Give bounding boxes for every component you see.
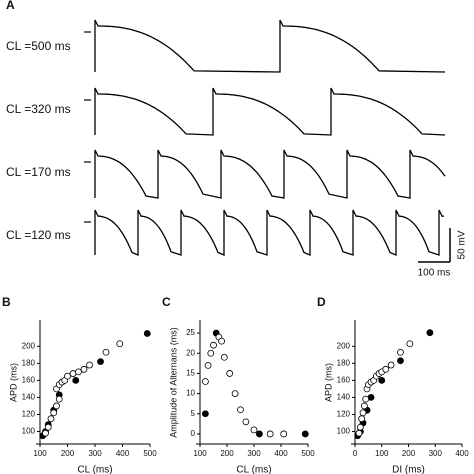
point	[220, 353, 228, 361]
panel-label: A	[6, 0, 15, 12]
x-axis-label: CL (ms)	[77, 465, 112, 474]
y-tick-label: 140	[337, 393, 351, 402]
trace	[94, 19, 446, 73]
y-tick-label: 140	[22, 393, 36, 402]
panel-label: D	[317, 295, 326, 309]
panel-label: B	[2, 295, 11, 309]
point	[397, 348, 404, 356]
point	[97, 358, 104, 366]
point	[116, 340, 124, 348]
point	[210, 341, 217, 349]
point	[53, 402, 60, 410]
point	[207, 349, 215, 357]
point	[69, 370, 77, 377]
y-tick-label: 200	[22, 341, 36, 350]
x-tick-label: 300	[429, 449, 443, 458]
point	[204, 361, 212, 369]
point	[356, 423, 364, 431]
trace-label: CL =500 ms	[6, 39, 71, 53]
trace	[94, 209, 445, 256]
panel-label: C	[162, 295, 171, 309]
y-tick-label: 10	[186, 389, 195, 398]
point	[226, 370, 234, 377]
trace-label: CL =170 ms	[6, 165, 71, 179]
point	[50, 409, 58, 417]
x-tick-label: 100	[33, 449, 47, 458]
x-tick-label: 300	[247, 449, 261, 458]
point	[47, 415, 55, 423]
x-tick-label: 500	[301, 449, 315, 458]
point	[378, 376, 386, 384]
y-axis-label: APD (ms)	[8, 363, 18, 402]
point	[360, 402, 368, 410]
x-tick-label: 500	[143, 449, 157, 458]
x-tick-label: 0	[353, 449, 358, 458]
scale-label: 50 mV	[457, 230, 468, 259]
point	[201, 410, 209, 418]
trace	[94, 149, 446, 199]
point	[44, 423, 52, 431]
point	[359, 409, 367, 417]
point	[358, 415, 366, 423]
x-axis-label: CL (ms)	[236, 465, 271, 474]
point	[382, 365, 390, 373]
y-tick-label: 120	[22, 410, 36, 419]
point	[201, 378, 209, 385]
y-tick-label: 180	[22, 358, 36, 367]
trace-label: CL =120 ms	[6, 228, 71, 242]
point	[362, 395, 370, 403]
y-tick-label: 160	[22, 375, 36, 384]
point	[255, 430, 263, 438]
x-tick-label: 400	[455, 449, 469, 458]
point	[64, 372, 71, 380]
point	[75, 368, 82, 376]
trace-label: CL =320 ms	[6, 102, 71, 116]
y-tick-label: 100	[22, 427, 36, 436]
y-tick-label: 100	[337, 427, 351, 436]
point	[218, 337, 226, 345]
trace	[94, 87, 446, 136]
y-tick-label: 5	[191, 409, 196, 418]
x-tick-label: 300	[88, 449, 102, 458]
scale-label: 100 ms	[418, 268, 451, 279]
x-tick-label: 100	[193, 449, 207, 458]
point	[250, 426, 258, 434]
point	[86, 361, 93, 369]
y-tick-label: 0	[191, 429, 196, 438]
point	[242, 418, 250, 426]
y-tick-label: 25	[186, 328, 195, 337]
point	[231, 390, 239, 397]
point	[406, 340, 414, 348]
y-tick-label: 15	[186, 369, 195, 378]
point	[301, 430, 309, 438]
x-tick-label: 200	[220, 449, 234, 458]
x-tick-label: 100	[375, 449, 389, 458]
y-tick-label: 200	[337, 341, 351, 350]
point	[72, 376, 80, 384]
x-tick-label: 400	[116, 449, 130, 458]
y-tick-label: 120	[337, 410, 351, 419]
point	[143, 330, 151, 337]
y-axis-label: APD (ms)	[323, 363, 333, 402]
x-tick-label: 200	[402, 449, 416, 458]
point	[387, 361, 395, 369]
point	[237, 406, 244, 414]
point	[42, 429, 49, 437]
point	[55, 395, 63, 403]
x-tick-label: 200	[61, 449, 75, 458]
y-tick-label: 180	[337, 358, 351, 367]
point	[80, 365, 88, 373]
y-axis-label: Amplitude of Alternans (ms)	[168, 327, 178, 438]
point	[280, 430, 288, 438]
y-tick-label: 160	[337, 375, 351, 384]
point	[397, 357, 404, 365]
y-tick-label: 20	[186, 348, 195, 357]
x-tick-label: 400	[274, 449, 288, 458]
point	[426, 329, 434, 337]
point	[266, 430, 274, 438]
point	[355, 429, 363, 437]
x-axis-label: DI (ms)	[392, 465, 425, 474]
point	[102, 348, 110, 356]
